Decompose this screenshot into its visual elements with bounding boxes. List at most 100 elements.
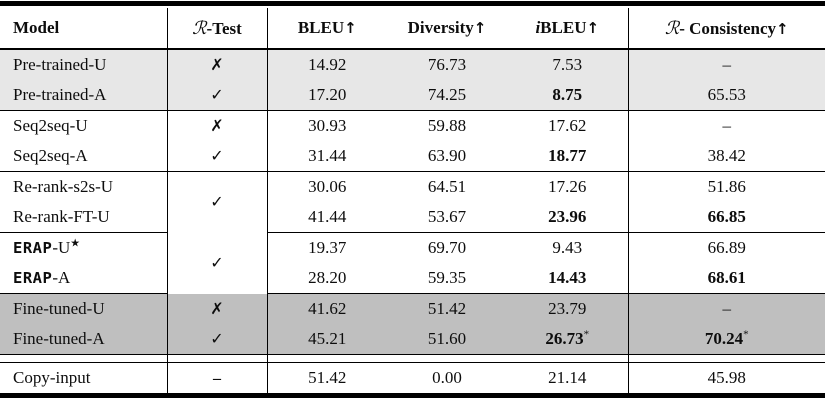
text-segment: ERAP: [13, 239, 53, 257]
top-rule: [0, 1, 825, 6]
table-row: Pre-trained-U ✗ 14.92 76.73 7.53 –: [0, 49, 825, 80]
metric-value: 70.24: [704, 329, 744, 348]
metric-value: 64.51: [427, 177, 467, 196]
metric-value: 59.35: [427, 268, 467, 287]
consistency-cell: 51.86: [628, 172, 825, 203]
r-test-cell: ✓: [167, 80, 268, 111]
model-name-cell: Pre-trained-A: [0, 80, 168, 111]
model-name-cell: ERAP-U★: [0, 232, 168, 263]
metric-value: 7.53: [552, 55, 583, 74]
diversity-cell: 64.51: [387, 172, 507, 203]
consistency-cell: 68.61: [628, 263, 825, 294]
text-segment: Diversity: [407, 18, 474, 37]
ibleu-cell: 9.43: [507, 232, 629, 263]
text-segment: Pre-trained-A: [13, 85, 107, 104]
dash-glyph: –: [213, 370, 221, 387]
model-name-cell: Re-rank-s2s-U: [0, 171, 168, 202]
text-segment: - Consistency: [679, 18, 777, 38]
bleu-cell: 31.44: [267, 141, 387, 172]
metric-value: 23.79: [548, 299, 587, 318]
table-row: Re-rank-s2s-U ✓ 30.06 64.51 17.26 51.86: [0, 171, 825, 233]
bleu-cell: 41.44: [267, 202, 387, 233]
diversity-cell: 59.35: [387, 263, 507, 294]
metric-value: 66.89: [707, 238, 746, 257]
text-segment: ℛ: [664, 17, 680, 39]
cross-icon: ✗: [210, 55, 224, 74]
cross-icon: ✗: [210, 116, 224, 135]
diversity-cell: 51.60: [387, 324, 507, 355]
table-row: Copy-input – 51.42 0.00 21.14 45.98: [0, 362, 825, 394]
ibleu-cell: 26.73*: [507, 324, 629, 355]
cross-icon: ✗: [210, 298, 224, 318]
metric-value: 14.43: [548, 268, 587, 287]
text-segment: Model: [13, 18, 60, 37]
ibleu-cell: 17.62: [507, 110, 629, 141]
metric-value: 45.21: [308, 329, 347, 348]
r-test-cell: ✓: [167, 324, 268, 355]
table-body: Pre-trained-U ✗ 14.92 76.73 7.53– Pre-trained…: [0, 49, 825, 393]
r-test-cell: ✓: [167, 141, 268, 172]
text-segment: Re-rank-FT-U: [13, 207, 110, 226]
text-segment: BLEU: [540, 18, 587, 37]
metric-value: 68.61: [707, 268, 746, 287]
consistency-cell: 66.85: [628, 202, 825, 233]
text-segment: Copy-input: [13, 368, 91, 387]
col-header-model: Model: [0, 8, 168, 50]
metric-value: 8.75: [552, 85, 583, 104]
model-name-cell: Seq2seq-U: [0, 110, 168, 141]
col-header-r-test: ℛ-Test: [167, 8, 268, 50]
bleu-cell: 19.37: [267, 233, 387, 264]
table-row: Pre-trained-A ✓ 17.20 74.25 8.75 65.53: [0, 80, 825, 111]
col-header-r-consistency: ℛ- Consistency↑: [628, 8, 825, 50]
diversity-cell: 51.42: [387, 294, 507, 325]
table-row: Seq2seq-A ✓ 31.44 63.90 18.77 38.42: [0, 141, 825, 172]
bleu-cell: 51.42: [267, 363, 387, 394]
metric-value: 51.42: [427, 299, 467, 318]
consistency-cell: 45.98: [628, 363, 825, 394]
model-name-cell: Seq2seq-A: [0, 141, 168, 172]
r-test-cell: –: [167, 362, 268, 393]
text-segment: Seq2seq-A: [13, 146, 88, 165]
ibleu-cell: 14.43: [507, 263, 629, 294]
text-segment: BLEU: [297, 18, 345, 37]
results-table: Model ℛ-Test BLEU↑ Diversity↑ iBLEU↑ ℛ- …: [0, 8, 825, 393]
text-segment: i: [535, 18, 541, 37]
metric-value: 30.06: [308, 177, 347, 196]
metric-value: 0.00: [432, 368, 462, 387]
table-row: Fine-tuned-A ✓ 45.21 51.60 26.73* 70.24*: [0, 324, 825, 355]
metric-value: 17.20: [308, 85, 347, 104]
metric-value: 9.43: [552, 238, 583, 257]
r-test-cell: ✗: [167, 49, 268, 80]
metric-value: 74.25: [427, 85, 467, 104]
metric-value: 66.85: [707, 207, 746, 226]
ibleu-cell: 17.26: [507, 171, 629, 202]
table-row: ERAP-A 28.20 59.35 14.43 68.61: [0, 263, 825, 294]
consistency-cell: –: [628, 49, 825, 80]
model-name-cell: Fine-tuned-U: [0, 293, 168, 324]
bleu-cell: 28.20: [267, 263, 387, 294]
text-segment: Re-rank-s2s-U: [13, 177, 114, 196]
diversity-cell: 69.70: [387, 233, 507, 264]
diversity-cell: 63.90: [387, 141, 507, 172]
metric-value: 23.96: [548, 207, 587, 226]
r-test-cell: ✗: [167, 110, 268, 141]
table-row: ERAP-U★ ✓ 19.37 69.70 9.43 66.89: [0, 232, 825, 294]
metric-value: 51.60: [427, 329, 467, 348]
metric-value: –: [722, 55, 732, 74]
r-test-cell: ✗: [167, 293, 268, 324]
consistency-cell: 66.89: [628, 233, 825, 264]
metric-value: 41.62: [308, 299, 347, 318]
bleu-cell: 17.20: [267, 80, 387, 111]
model-name-cell: Pre-trained-U: [0, 49, 168, 80]
ibleu-cell: 23.96: [507, 202, 629, 233]
check-icon: ✓: [210, 146, 224, 165]
text-segment: -A: [52, 268, 71, 287]
text-segment: -Test: [206, 18, 242, 38]
bleu-cell: 45.21: [267, 324, 387, 355]
consistency-cell: 65.53: [628, 80, 825, 111]
text-segment: Fine-tuned-U: [13, 299, 105, 318]
metric-value: 26.73: [545, 329, 584, 348]
ibleu-cell: 23.79: [507, 293, 629, 324]
bleu-cell: 41.62: [267, 294, 387, 325]
